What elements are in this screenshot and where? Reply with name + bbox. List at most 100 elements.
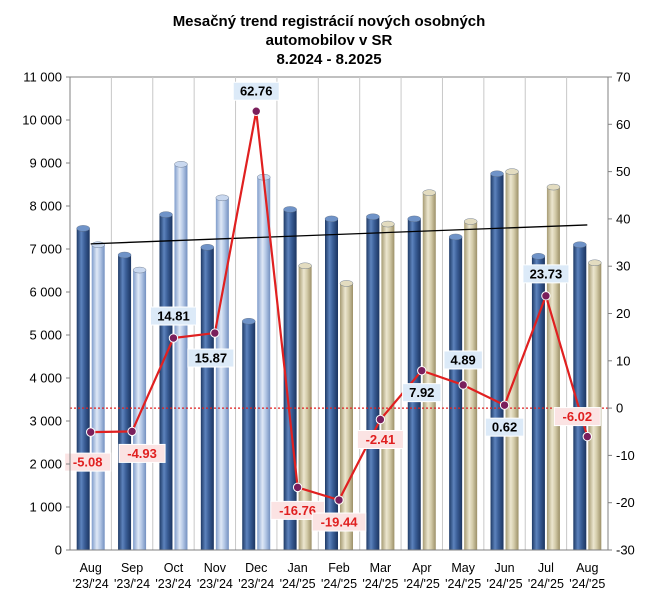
bar-previous-year-cap — [573, 241, 587, 248]
left-axis-tick-label: 3 000 — [29, 414, 62, 429]
bar-previous-year — [531, 256, 545, 550]
data-label: -6.02 — [562, 409, 592, 424]
bar-previous-year — [118, 255, 132, 550]
x-axis-month-label: Apr — [412, 561, 431, 575]
chart-title-line-2: automobilov v SR — [266, 32, 393, 49]
x-axis-period-label: '23/'24 — [155, 577, 191, 591]
x-axis-month-label: Feb — [328, 561, 350, 575]
data-label-box — [443, 350, 483, 370]
change-line-point — [292, 482, 303, 493]
bar-current-year — [505, 171, 519, 550]
bar-previous-year-cap — [531, 253, 546, 260]
bar-current-year-cap — [463, 218, 478, 225]
left-axis-tick-label: 8 000 — [29, 199, 62, 214]
right-axis-tick-label: 0 — [616, 401, 623, 416]
bar-current-year — [298, 265, 312, 550]
x-axis-period-label: '24/'25 — [280, 577, 316, 591]
data-label-box — [484, 417, 525, 437]
bar-current-year-cap — [298, 262, 312, 269]
change-line — [85, 106, 593, 505]
bar-previous-year — [325, 218, 338, 550]
bar-previous-year-cap — [159, 211, 173, 218]
data-label-box — [232, 81, 280, 101]
bar-current-year-cap — [215, 194, 230, 202]
right-axis-tick-label: 20 — [616, 306, 630, 321]
right-axis-tick-label: -30 — [616, 543, 635, 558]
bar-previous-year-cap — [200, 244, 215, 251]
left-axis-tick-label: 10 000 — [22, 113, 62, 128]
x-axis-period-label: '24/'25 — [362, 577, 398, 591]
bar-current-year-cap — [132, 266, 147, 274]
bar-previous-year — [490, 173, 504, 550]
bar-previous-year — [159, 214, 173, 550]
bar-current-year-cap — [91, 241, 105, 248]
bar-current-year-cap — [588, 259, 602, 266]
bar-current-year — [381, 224, 395, 550]
data-label: 62.76 — [240, 84, 273, 99]
left-axis-tick-label: 1 000 — [29, 500, 62, 515]
data-labels: -5.08 -4.93 14.81 15.87 62.76 -16.76 -19.44 -2.… — [64, 81, 601, 532]
left-axis: 0 1 000 2 000 3 000 4 000 5 000 6 000 7 000 8 00… — [22, 70, 71, 558]
data-label: 4.89 — [450, 352, 475, 367]
data-label: -5.08 — [73, 455, 103, 470]
change-line-point — [458, 380, 468, 390]
bar-previous-year-cap — [283, 206, 297, 213]
data-label: 0.62 — [492, 420, 517, 435]
change-line-point — [499, 400, 510, 410]
bar-previous-year-cap — [76, 225, 90, 232]
right-axis-tick-label: -20 — [616, 495, 635, 510]
gridlines — [110, 77, 568, 550]
chart-title-line-1: Mesačný trend registrácií nových osobnýc… — [173, 13, 486, 30]
bar-current-year — [133, 270, 147, 550]
left-axis-tick-label: 5 000 — [29, 328, 62, 343]
data-label-box — [311, 512, 367, 532]
right-axis-tick-label: -10 — [616, 448, 635, 463]
left-axis-tick-label: 2 000 — [29, 457, 62, 472]
x-axis-period-label: '24/'25 — [569, 577, 605, 591]
bar-current-year-cap — [422, 189, 436, 196]
x-axis-month-label: Aug — [576, 561, 598, 575]
x-axis-month-label: Oct — [164, 561, 184, 575]
data-label-box — [356, 429, 404, 449]
x-axis-period-label: '24/'25 — [487, 577, 523, 591]
x-axis-month-label: Jul — [538, 561, 554, 575]
data-label: -16.76 — [279, 503, 316, 518]
bar-current-year — [546, 187, 560, 550]
bar-current-year-cap — [339, 280, 354, 287]
bar-previous-year-cap — [324, 215, 339, 223]
left-axis-tick-label: 0 — [55, 543, 62, 558]
change-line-point — [168, 333, 179, 343]
bar-current-year — [464, 221, 478, 551]
change-line-point — [582, 431, 593, 442]
x-axis: Aug '23/'24 Sep '23/'24 Oct '23/'24 Nov '23/'24… — [70, 549, 608, 591]
data-label: 14.81 — [157, 309, 190, 324]
x-axis-period-label: '23/'24 — [238, 577, 274, 591]
left-axis-tick-label: 7 000 — [29, 242, 62, 257]
bar-current-year-cap — [505, 168, 519, 175]
x-axis-period-label: '24/'25 — [445, 577, 481, 591]
bar-current-year — [588, 262, 602, 550]
left-axis-tick-label: 9 000 — [29, 156, 62, 171]
change-line-point — [541, 291, 551, 301]
bar-previous-year-cap — [242, 318, 256, 325]
x-axis-month-label: Nov — [204, 561, 227, 575]
x-axis-month-label: Aug — [80, 561, 102, 575]
x-axis-period-label: '23/'24 — [114, 577, 150, 591]
change-line-point — [375, 414, 386, 425]
data-label-box — [270, 500, 325, 520]
bar-previous-year — [449, 236, 463, 550]
bar-current-year — [174, 164, 188, 551]
data-label-box — [187, 348, 235, 368]
bar-current-year-cap — [546, 183, 561, 191]
x-axis-month-label: Mar — [370, 561, 392, 575]
chart-title: Mesačný trend registrácií nových osobnýc… — [173, 13, 486, 68]
left-axis-tick-label: 11 000 — [23, 70, 62, 85]
data-label-box — [64, 452, 112, 472]
bar-current-year-cap — [381, 220, 395, 228]
bar-previous-year-cap — [490, 170, 504, 177]
bar-current-year — [215, 197, 229, 550]
left-axis-tick-label: 4 000 — [29, 371, 62, 386]
data-label: -19.44 — [321, 515, 359, 530]
bar-current-year — [257, 177, 271, 550]
